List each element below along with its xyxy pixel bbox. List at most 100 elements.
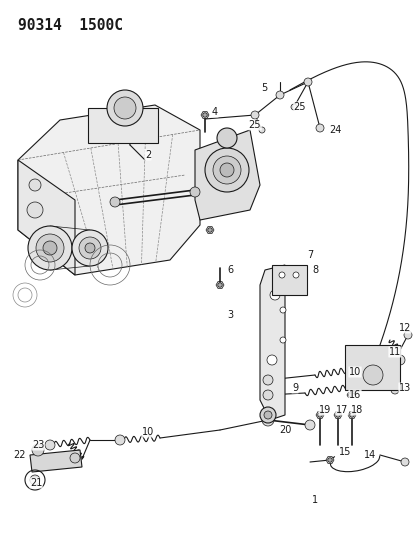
Circle shape	[43, 241, 57, 255]
Text: 9: 9	[291, 383, 297, 393]
Circle shape	[290, 104, 296, 110]
Text: 13: 13	[398, 383, 410, 393]
Circle shape	[207, 228, 212, 232]
Circle shape	[390, 386, 398, 394]
Text: 16: 16	[348, 390, 360, 400]
Text: 21: 21	[30, 478, 42, 488]
Circle shape	[29, 179, 41, 191]
Circle shape	[107, 90, 142, 126]
Circle shape	[315, 124, 323, 132]
Circle shape	[349, 413, 354, 417]
Circle shape	[85, 243, 95, 253]
Circle shape	[362, 365, 382, 385]
Text: 10: 10	[348, 367, 360, 377]
Circle shape	[327, 458, 331, 462]
Circle shape	[36, 234, 64, 262]
Circle shape	[278, 272, 284, 278]
Text: 24: 24	[328, 125, 340, 135]
Circle shape	[70, 453, 80, 463]
Circle shape	[204, 148, 248, 192]
Circle shape	[190, 187, 199, 197]
Circle shape	[110, 197, 120, 207]
Text: 2: 2	[145, 150, 151, 160]
Circle shape	[263, 411, 271, 419]
Polygon shape	[201, 111, 209, 118]
Circle shape	[261, 414, 273, 426]
Bar	[271, 265, 306, 295]
Circle shape	[27, 202, 43, 218]
Circle shape	[400, 458, 408, 466]
Text: 1: 1	[311, 495, 317, 505]
Text: 15: 15	[338, 447, 350, 457]
Text: 11: 11	[388, 347, 400, 357]
Circle shape	[317, 413, 321, 417]
Circle shape	[269, 290, 279, 300]
Circle shape	[275, 91, 283, 99]
Circle shape	[347, 393, 351, 397]
Text: 25: 25	[248, 120, 261, 130]
Polygon shape	[333, 411, 341, 418]
Text: 6: 6	[226, 265, 233, 275]
Bar	[88, 108, 158, 143]
Text: 22: 22	[14, 450, 26, 460]
Bar	[344, 345, 399, 390]
Circle shape	[216, 128, 236, 148]
Text: 3: 3	[226, 310, 233, 320]
Polygon shape	[195, 130, 259, 220]
Circle shape	[32, 444, 44, 456]
Circle shape	[259, 127, 264, 133]
Text: 20: 20	[278, 425, 290, 435]
Circle shape	[72, 230, 108, 266]
Circle shape	[335, 413, 339, 417]
Polygon shape	[347, 411, 355, 418]
Circle shape	[250, 111, 259, 119]
Text: 14: 14	[363, 450, 375, 460]
Circle shape	[79, 237, 101, 259]
Circle shape	[30, 475, 40, 485]
Text: 25: 25	[293, 102, 306, 112]
Circle shape	[262, 375, 272, 385]
Polygon shape	[325, 457, 333, 464]
Circle shape	[304, 420, 314, 430]
Polygon shape	[30, 450, 82, 472]
Polygon shape	[259, 265, 284, 420]
Circle shape	[403, 331, 411, 339]
Circle shape	[212, 156, 240, 184]
Circle shape	[266, 355, 276, 365]
Circle shape	[279, 337, 285, 343]
Text: 10: 10	[142, 427, 154, 437]
Circle shape	[292, 272, 298, 278]
Polygon shape	[18, 105, 199, 275]
Text: 12: 12	[398, 323, 410, 333]
Circle shape	[28, 226, 72, 270]
Text: 90314  1500C: 90314 1500C	[18, 18, 123, 33]
Circle shape	[219, 163, 233, 177]
Circle shape	[279, 307, 285, 313]
Circle shape	[259, 407, 275, 423]
Polygon shape	[315, 411, 323, 418]
Circle shape	[114, 97, 136, 119]
Circle shape	[217, 283, 222, 287]
Polygon shape	[18, 160, 75, 275]
Polygon shape	[206, 227, 214, 233]
Circle shape	[352, 388, 356, 392]
Circle shape	[45, 440, 55, 450]
Circle shape	[262, 390, 272, 400]
Circle shape	[394, 355, 404, 365]
Text: 18: 18	[350, 405, 362, 415]
Text: 23: 23	[32, 440, 44, 450]
Circle shape	[369, 380, 379, 390]
Text: 19: 19	[318, 405, 330, 415]
Text: 7: 7	[306, 250, 312, 260]
Circle shape	[115, 435, 125, 445]
Polygon shape	[346, 392, 352, 398]
Polygon shape	[216, 281, 223, 288]
Circle shape	[374, 363, 384, 373]
Text: 8: 8	[311, 265, 317, 275]
Text: 4: 4	[211, 107, 218, 117]
Circle shape	[303, 78, 311, 86]
Text: 5: 5	[260, 83, 266, 93]
Circle shape	[202, 113, 206, 117]
Text: 17: 17	[335, 405, 347, 415]
Polygon shape	[350, 386, 358, 393]
